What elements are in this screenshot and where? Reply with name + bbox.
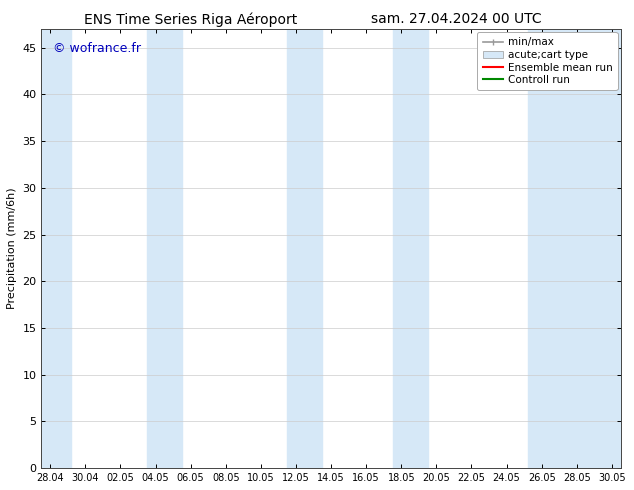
- Bar: [392, 29, 427, 468]
- Text: sam. 27.04.2024 00 UTC: sam. 27.04.2024 00 UTC: [371, 12, 542, 26]
- Bar: [41, 29, 71, 468]
- Text: ENS Time Series Riga Aéroport: ENS Time Series Riga Aéroport: [84, 12, 297, 27]
- Legend: min/max, acute;cart type, Ensemble mean run, Controll run: min/max, acute;cart type, Ensemble mean …: [477, 32, 618, 90]
- Y-axis label: Precipitation (mm/6h): Precipitation (mm/6h): [7, 188, 17, 309]
- Bar: [527, 29, 621, 468]
- Bar: [287, 29, 322, 468]
- Bar: [147, 29, 182, 468]
- Text: © wofrance.fr: © wofrance.fr: [53, 42, 141, 55]
